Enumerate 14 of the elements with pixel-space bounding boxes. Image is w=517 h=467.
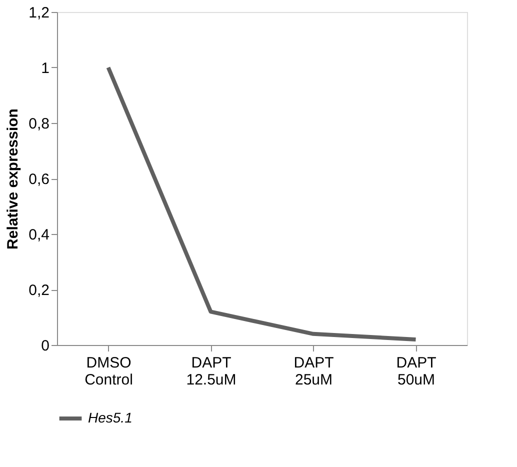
x-tick-label: DMSO Control [84, 354, 133, 388]
y-tick-label: 1,2 [28, 4, 50, 22]
legend-label: Hes5.1 [88, 410, 132, 426]
y-tick-label: 0,8 [28, 116, 50, 132]
y-tick-label: 0,2 [28, 282, 50, 299]
y-tick-label: 0,6 [28, 171, 50, 188]
x-tick-label: DAPT 12.5uM [186, 354, 236, 388]
line-series [106, 66, 418, 342]
y-tick-label: 1 [41, 60, 50, 77]
y-tick-label: 0,4 [28, 226, 50, 244]
y-tick-label: 0 [41, 338, 50, 354]
x-tick-label: DAPT 25uM [294, 354, 334, 388]
x-tick-label: DAPT 50uM [396, 354, 436, 388]
y-axis-title: Relative expression [4, 108, 22, 250]
